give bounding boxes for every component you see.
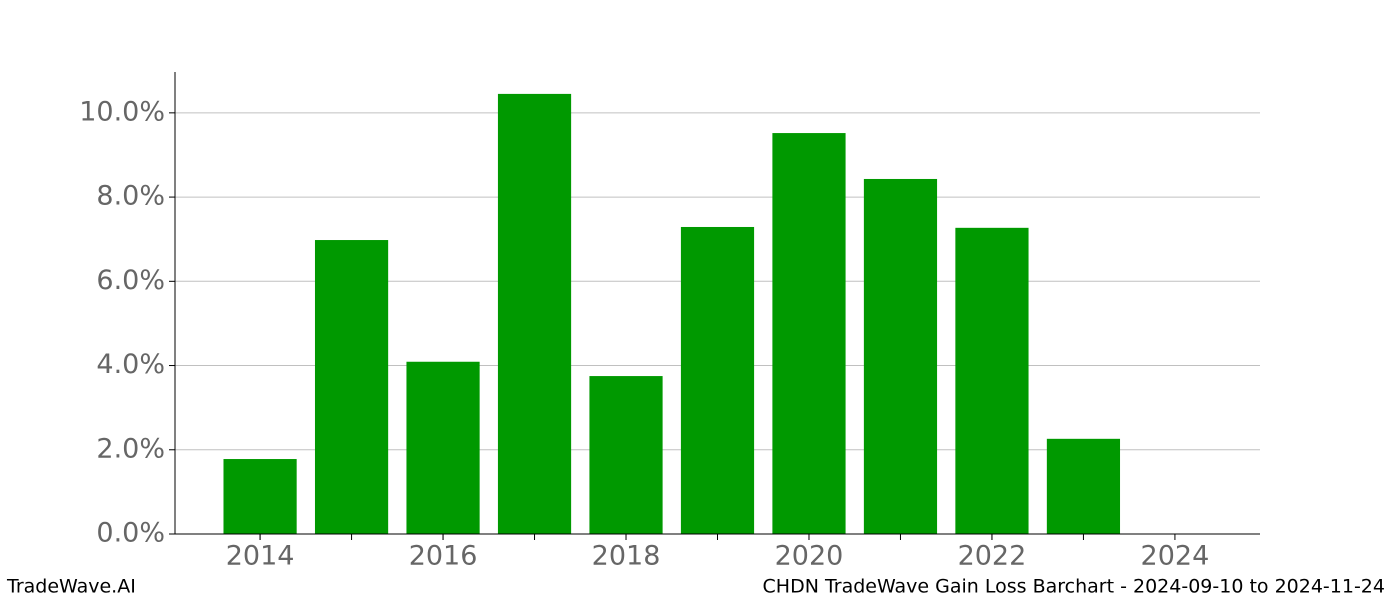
bar (589, 376, 663, 534)
x-tick-label: 2024 (1141, 541, 1210, 572)
bar (497, 93, 572, 535)
y-tick-label: 4.0% (96, 349, 165, 380)
y-tick-label: 0.0% (96, 518, 165, 549)
x-tick-label: 2022 (958, 541, 1027, 572)
y-tick-label: 8.0% (96, 181, 165, 212)
bar (680, 226, 755, 535)
y-tick-label: 10.0% (79, 96, 165, 127)
x-tick-label: 2020 (775, 541, 844, 572)
chart-title: CHDN TradeWave Gain Loss Barchart - 2024… (763, 576, 1385, 598)
bar (223, 459, 297, 534)
x-tick-label: 2014 (226, 541, 295, 572)
watermark: TradeWave.AI (6, 576, 136, 598)
bar (314, 240, 389, 535)
bar (1046, 438, 1121, 534)
bar (863, 178, 938, 534)
bar (772, 133, 846, 535)
bar (955, 227, 1029, 534)
y-tick-label: 2.0% (96, 433, 165, 464)
y-tick-label: 6.0% (96, 265, 165, 296)
bar (406, 361, 480, 534)
x-tick-label: 2016 (409, 541, 478, 572)
x-tick-label: 2018 (592, 541, 661, 572)
